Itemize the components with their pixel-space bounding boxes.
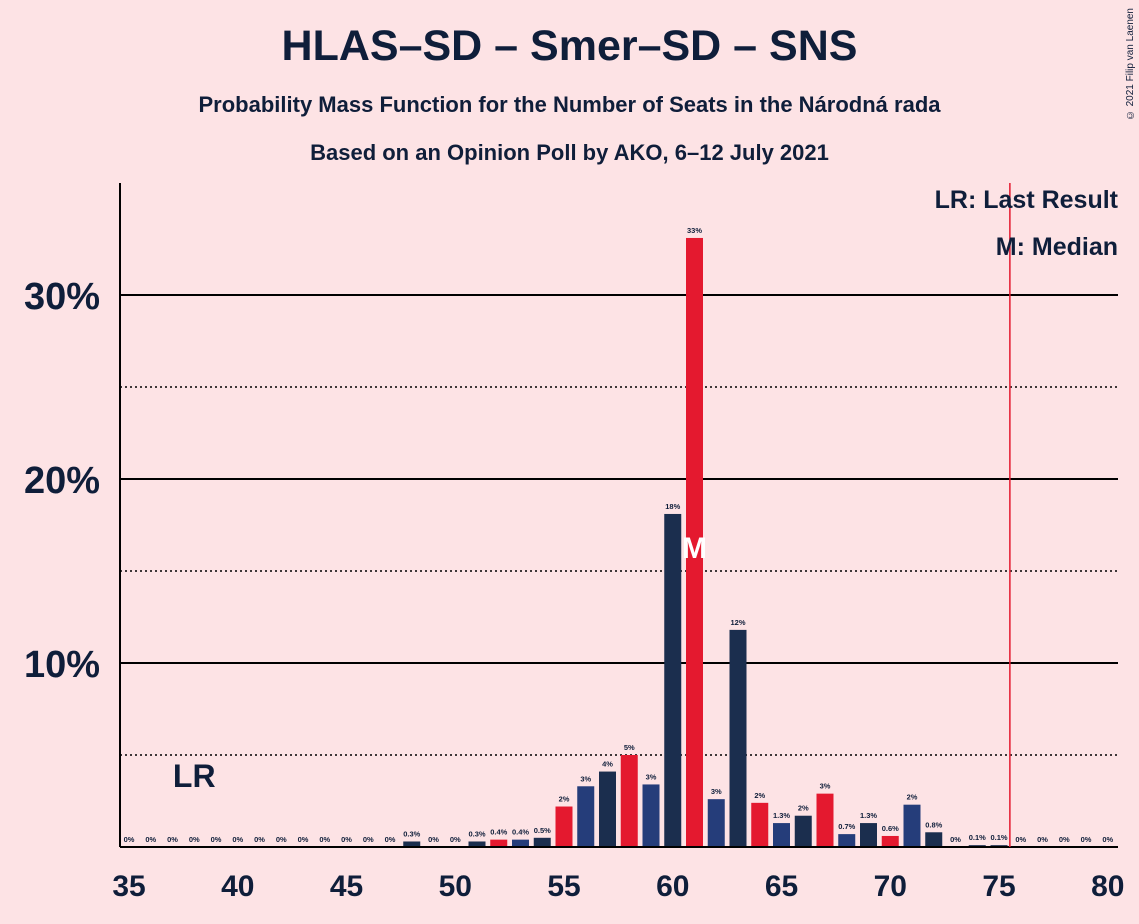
axes: 10% 20% 30% 35 40 45 50 55 60 65 70 75 80 (24, 183, 1124, 903)
overlays: LR M (173, 183, 1011, 847)
bar-label-57: 4% (602, 760, 613, 769)
bar-label-61: 33% (687, 226, 702, 235)
bar-64 (751, 802, 769, 847)
bar-label-43: 0% (298, 835, 309, 844)
bar-51 (468, 841, 486, 847)
x-tick-label: 80 (1091, 870, 1124, 903)
median-marker: M (682, 532, 707, 565)
bar-48 (403, 841, 421, 847)
bar-label-62: 3% (711, 787, 722, 796)
bar-54 (533, 837, 551, 847)
bar-label-73: 0% (950, 835, 961, 844)
bar-60 (664, 513, 682, 847)
bar-58 (620, 755, 638, 847)
bar-label-47: 0% (385, 835, 396, 844)
bar-52 (490, 839, 508, 847)
bar-label-36: 0% (145, 835, 156, 844)
bar-label-55: 2% (559, 795, 570, 804)
bar-70 (881, 835, 899, 847)
bar-label-41: 0% (254, 835, 265, 844)
bar-66 (794, 815, 812, 847)
bar-label-76: 0% (1015, 835, 1026, 844)
bar-59 (642, 784, 660, 847)
bar-label-66: 2% (798, 804, 809, 813)
chart-subtitle-poll: Based on an Opinion Poll by AKO, 6–12 Ju… (310, 140, 829, 165)
bar-62 (707, 799, 725, 847)
bar-55 (555, 806, 573, 847)
chart-subtitle: Probability Mass Function for the Number… (198, 92, 941, 117)
bar-label-64: 2% (754, 791, 765, 800)
legend-last-result: LR: Last Result (934, 186, 1118, 214)
bar-label-75: 0.1% (990, 833, 1007, 842)
bar-label-40: 0% (232, 835, 243, 844)
bar-65 (773, 823, 790, 847)
bar-label-35: 0% (124, 835, 135, 844)
x-tick-label: 40 (221, 870, 254, 903)
y-tick-label: 10% (24, 644, 100, 686)
bar-61 (686, 237, 703, 847)
bar-label-56: 3% (580, 774, 591, 783)
bar-label-69: 1.3% (860, 811, 877, 820)
x-tick-label: 75 (982, 870, 1015, 903)
bar-label-79: 0% (1081, 835, 1092, 844)
bar-56 (577, 786, 595, 847)
bar-label-74: 0.1% (969, 833, 986, 842)
last-result-marker: LR (173, 758, 216, 794)
gridlines (120, 294, 1118, 756)
bar-label-38: 0% (189, 835, 200, 844)
bar-label-51: 0.3% (468, 829, 485, 838)
bar-label-45: 0% (341, 835, 352, 844)
bar-68 (838, 834, 856, 847)
bar-label-46: 0% (363, 835, 374, 844)
bar-label-37: 0% (167, 835, 178, 844)
bar-label-65: 1.3% (773, 811, 790, 820)
bar-label-68: 0.7% (838, 822, 855, 831)
bar-label-48: 0.3% (403, 829, 420, 838)
bar-label-39: 0% (211, 835, 222, 844)
bar-67 (816, 793, 834, 847)
bar-label-67: 3% (820, 782, 831, 791)
bar-label-42: 0% (276, 835, 287, 844)
x-tick-label: 50 (439, 870, 472, 903)
bar-label-60: 18% (665, 502, 680, 511)
bar-label-72: 0.8% (925, 820, 942, 829)
bar-label-53: 0.4% (512, 828, 529, 837)
bar-63 (729, 629, 747, 847)
bar-label-63: 12% (730, 618, 745, 627)
bar-57 (599, 771, 616, 847)
bar-69 (860, 823, 877, 847)
x-tick-label: 55 (547, 870, 580, 903)
bar-label-52: 0.4% (490, 828, 507, 837)
bar-label-58: 5% (624, 743, 635, 752)
bar-label-78: 0% (1059, 835, 1070, 844)
bar-53 (512, 839, 529, 847)
x-tick-label: 45 (330, 870, 363, 903)
bar-label-49: 0% (428, 835, 439, 844)
bars (403, 237, 1008, 847)
x-tick-label: 65 (765, 870, 798, 903)
chart-title: HLAS–SD – Smer–SD – SNS (281, 22, 858, 70)
legend-median: M: Median (995, 233, 1118, 261)
bar-label-70: 0.6% (882, 824, 899, 833)
x-tick-label: 70 (874, 870, 907, 903)
bar-label-44: 0% (319, 835, 330, 844)
y-tick-label: 30% (24, 276, 100, 318)
x-tick-label: 35 (112, 870, 145, 903)
bar-label-77: 0% (1037, 835, 1048, 844)
x-tick-label: 60 (656, 870, 689, 903)
bar-labels: 0% 0% 0% 0% 0% 0% 0% 0% 0% 0% 0% 0% 0% 0.3% 0% 0% 0.3% 0.… (124, 226, 1114, 844)
bar-71 (903, 804, 921, 847)
bar-label-54: 0.5% (534, 826, 551, 835)
bar-label-50: 0% (450, 835, 461, 844)
bar-label-59: 3% (646, 772, 657, 781)
y-tick-label: 20% (24, 460, 100, 502)
bar-label-71: 2% (907, 793, 918, 802)
bar-72 (925, 832, 943, 847)
bar-label-80: 0% (1102, 835, 1113, 844)
